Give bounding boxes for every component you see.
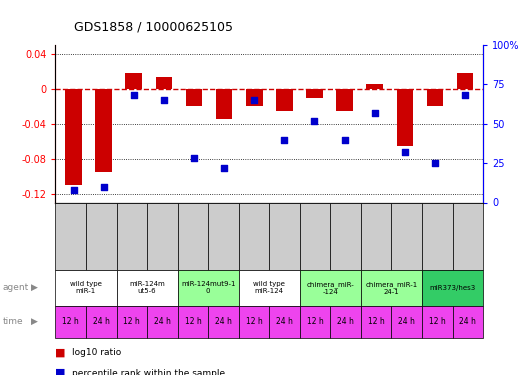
Point	[129, 92, 138, 98]
Text: 12 h: 12 h	[429, 317, 446, 326]
Bar	[457, 73, 473, 89]
Text: GDS1858 / 10000625105: GDS1858 / 10000625105	[74, 21, 233, 34]
Text: log10 ratio: log10 ratio	[72, 348, 121, 357]
Point	[250, 97, 258, 103]
Text: ▶: ▶	[31, 284, 37, 292]
Point	[371, 110, 379, 116]
Bar	[126, 73, 142, 89]
Text: miR373/hes3: miR373/hes3	[429, 285, 476, 291]
Bar	[96, 89, 112, 172]
Text: 12 h: 12 h	[184, 317, 201, 326]
Bar	[427, 89, 443, 106]
Point	[461, 92, 469, 98]
Text: 24 h: 24 h	[93, 317, 110, 326]
Text: agent: agent	[3, 284, 29, 292]
Text: 24 h: 24 h	[337, 317, 354, 326]
Bar	[366, 84, 383, 89]
Bar	[186, 89, 202, 106]
Bar	[216, 89, 232, 119]
Text: percentile rank within the sample: percentile rank within the sample	[72, 369, 225, 375]
Point	[401, 149, 409, 155]
Text: 24 h: 24 h	[276, 317, 293, 326]
Bar	[276, 89, 293, 111]
Text: 12 h: 12 h	[124, 317, 140, 326]
Bar	[306, 89, 323, 98]
Point	[69, 187, 78, 193]
Bar	[397, 89, 413, 146]
Bar	[65, 89, 82, 185]
Point	[280, 136, 289, 142]
Text: 12 h: 12 h	[307, 317, 324, 326]
Text: 12 h: 12 h	[62, 317, 79, 326]
Point	[310, 118, 319, 124]
Point	[220, 165, 228, 171]
Text: ▶: ▶	[31, 317, 37, 326]
Point	[99, 184, 108, 190]
Text: 24 h: 24 h	[459, 317, 476, 326]
Text: miR-124m
ut5-6: miR-124m ut5-6	[129, 281, 165, 294]
Point	[341, 136, 349, 142]
Text: time: time	[3, 317, 23, 326]
Text: wild type
miR-1: wild type miR-1	[70, 281, 102, 294]
Text: 12 h: 12 h	[246, 317, 262, 326]
Point	[190, 155, 198, 161]
Point	[159, 97, 168, 103]
Text: 12 h: 12 h	[368, 317, 384, 326]
Text: ■: ■	[55, 348, 66, 357]
Bar	[156, 77, 172, 89]
Text: ■: ■	[55, 368, 66, 375]
Text: 24 h: 24 h	[154, 317, 171, 326]
Text: miR-124mut9-1
0: miR-124mut9-1 0	[181, 281, 235, 294]
Bar	[336, 89, 353, 111]
Text: 24 h: 24 h	[215, 317, 232, 326]
Text: chimera_miR-
-124: chimera_miR- -124	[306, 281, 354, 295]
Text: wild type
miR-124: wild type miR-124	[253, 281, 285, 294]
Text: chimera_miR-1
24-1: chimera_miR-1 24-1	[365, 281, 418, 295]
Point	[431, 160, 439, 166]
Bar	[246, 89, 262, 106]
Text: 24 h: 24 h	[398, 317, 415, 326]
